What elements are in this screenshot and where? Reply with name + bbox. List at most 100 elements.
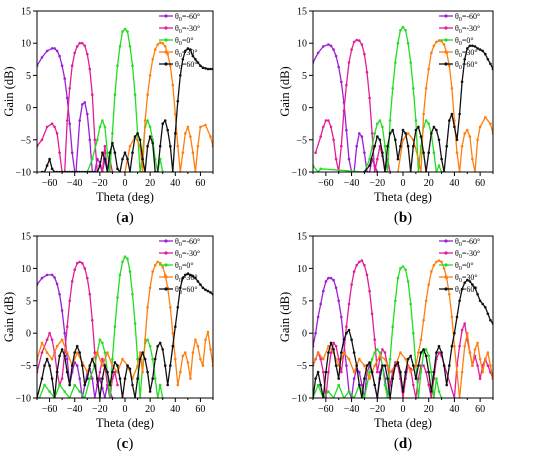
data-point — [412, 144, 415, 148]
data-point — [365, 273, 369, 277]
data-point — [368, 361, 371, 364]
data-point — [460, 328, 464, 332]
data-point — [363, 52, 366, 56]
data-point — [55, 344, 59, 348]
data-point — [199, 283, 202, 286]
data-point — [396, 41, 400, 45]
data-point — [166, 128, 169, 132]
data-point — [101, 119, 104, 122]
data-point — [204, 123, 207, 127]
data-point — [424, 348, 428, 351]
y-axis-label: Gain (dB) — [2, 292, 16, 342]
data-point — [327, 43, 330, 46]
data-point — [394, 364, 397, 367]
data-point — [347, 357, 351, 361]
data-point — [73, 268, 76, 272]
x-tick-label: 60 — [475, 404, 485, 415]
data-point — [111, 357, 114, 361]
panel-label: (a) — [116, 210, 134, 226]
data-point — [169, 364, 172, 367]
data-point — [40, 341, 44, 345]
data-point — [106, 370, 109, 374]
data-point — [463, 344, 467, 348]
data-point — [123, 151, 127, 154]
data-point — [455, 151, 459, 154]
data-point — [396, 276, 400, 280]
data-point — [424, 87, 428, 90]
data-point — [455, 138, 459, 142]
data-point — [123, 377, 127, 380]
data-point — [81, 364, 84, 367]
legend-label: θ0=-60° — [455, 237, 480, 248]
data-point — [50, 273, 54, 277]
data-point — [409, 61, 413, 64]
x-tick-label: −40 — [344, 404, 360, 415]
data-point — [340, 80, 343, 84]
data-point — [146, 144, 149, 148]
data-point — [319, 167, 323, 171]
data-point — [360, 135, 364, 138]
chart-panel-4: −60 −40 −20 0 20 40 60 −10 −5 0 5 10 15 Theta (deg) Ga… — [278, 232, 494, 452]
data-point — [412, 331, 415, 335]
legend-marker — [164, 50, 168, 54]
data-point — [409, 302, 413, 306]
series-5-group — [37, 272, 213, 398]
data-point — [111, 364, 114, 367]
x-tick-label: 40 — [170, 404, 180, 415]
legend: θ0=-60°θ0=-30°θ0=0°θ0=30°θ0=60° — [159, 12, 200, 71]
data-point — [363, 263, 366, 267]
data-point — [468, 351, 472, 354]
data-point — [409, 354, 413, 358]
data-point — [365, 364, 369, 367]
data-point — [419, 338, 423, 342]
data-point — [486, 351, 490, 354]
data-point — [96, 138, 99, 142]
data-point — [113, 93, 117, 96]
data-point — [427, 151, 431, 154]
data-point — [378, 351, 382, 354]
data-point — [478, 299, 482, 303]
data-point — [435, 377, 438, 380]
data-point — [322, 45, 325, 48]
data-point — [383, 383, 387, 387]
data-point — [50, 377, 54, 380]
data-point — [83, 44, 87, 48]
data-point — [48, 157, 51, 161]
data-point — [186, 125, 190, 129]
data-point — [463, 58, 467, 61]
data-point — [453, 125, 456, 129]
series-2-group — [37, 41, 114, 172]
legend-marker — [444, 38, 448, 42]
series-line-1 — [313, 43, 378, 172]
data-point — [55, 282, 59, 286]
data-point — [161, 265, 164, 269]
data-point — [191, 54, 195, 58]
data-point — [358, 260, 361, 264]
data-point — [181, 151, 185, 154]
legend-label: θ0=30° — [455, 273, 478, 284]
data-point — [86, 377, 89, 380]
data-point — [196, 61, 200, 64]
data-point — [322, 125, 325, 129]
data-point — [86, 112, 89, 116]
data-point — [406, 357, 410, 361]
data-point — [70, 151, 74, 154]
data-point — [176, 306, 180, 309]
panel-label: (b) — [394, 210, 412, 226]
legend-label: θ0=-30° — [175, 24, 200, 35]
data-point — [141, 157, 144, 161]
data-point — [458, 112, 461, 116]
data-point — [116, 64, 119, 67]
data-point — [417, 125, 420, 129]
data-point — [68, 122, 71, 125]
data-point — [128, 270, 132, 273]
data-point — [133, 93, 137, 96]
data-point — [345, 83, 348, 87]
data-point — [176, 99, 180, 103]
data-point — [179, 74, 182, 77]
legend-label: θ0=-60° — [455, 12, 480, 23]
data-point — [414, 128, 418, 132]
data-point — [156, 260, 159, 264]
data-point — [432, 263, 436, 267]
data-point — [440, 40, 443, 43]
